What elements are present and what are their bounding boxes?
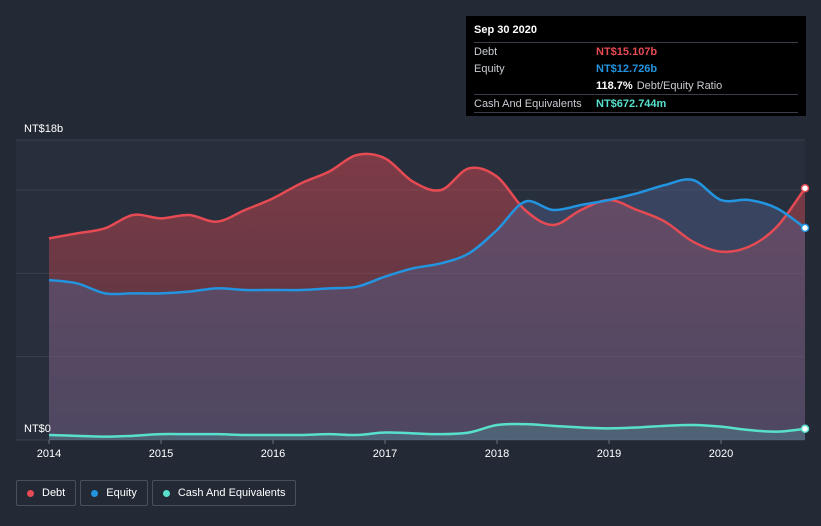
tooltip-row-debt: Debt NT$15.107b [474, 42, 798, 60]
debt-end-marker [800, 183, 810, 193]
x-tick-label-2020: 2020 [709, 448, 733, 460]
legend-item-debt[interactable]: Debt [16, 480, 77, 506]
debt-line [48, 152, 807, 254]
legend-cash-label: Cash And Equivalents [177, 487, 286, 499]
tooltip-equity-value: NT$12.726b [596, 62, 658, 75]
tooltip-cash-value: NT$672.744m [596, 97, 667, 110]
tooltip-date: Sep 30 2020 [474, 24, 537, 36]
tooltip-debt-value: NT$15.107b [596, 45, 658, 58]
x-tick-label-2019: 2019 [597, 448, 621, 460]
tooltip-cash-label: Cash And Equivalents [474, 97, 582, 110]
tooltip-row-cash: Cash And Equivalents NT$672.744m [474, 95, 798, 113]
x-tick-label-2017: 2017 [373, 448, 397, 460]
legend-equity-label: Equity [106, 487, 137, 499]
equity-dot-icon [91, 489, 99, 497]
legend-item-cash[interactable]: Cash And Equivalents [151, 480, 297, 506]
legend-item-equity[interactable]: Equity [80, 480, 148, 506]
tooltip-ratio-value: 118.7% [596, 79, 633, 92]
x-axis-ticks: 2014 2015 2016 2017 2018 2019 2020 [37, 440, 733, 460]
x-tick-label-2018: 2018 [485, 448, 509, 460]
series-end-markers [800, 183, 810, 434]
tooltip-row-equity: Equity NT$12.726b [474, 60, 798, 77]
tooltip-equity-label: Equity [474, 62, 505, 75]
tooltip-panel: Sep 30 2020 Debt NT$15.107b Equity NT$12… [466, 16, 806, 116]
x-tick-label-2016: 2016 [261, 448, 285, 460]
cash-line [48, 422, 806, 438]
x-tick-label-2014: 2014 [37, 448, 61, 460]
legend: Debt Equity Cash And Equivalents [16, 480, 297, 506]
equity-line [48, 178, 806, 296]
legend-debt-label: Debt [42, 487, 66, 499]
tooltip-ratio-label: Debt/Equity Ratio [636, 79, 723, 92]
tooltip-debt-label: Debt [474, 45, 498, 58]
cash-dot-icon [162, 489, 170, 497]
y-axis-label-top: NT$18b [24, 123, 63, 135]
x-tick-label-2015: 2015 [149, 448, 173, 460]
debt-area [49, 153, 805, 440]
tooltip-row-ratio: 118.7% Debt/Equity Ratio [474, 77, 798, 95]
equity-area [49, 179, 805, 441]
series-lines [48, 152, 807, 438]
cash-end-marker [800, 424, 810, 434]
y-axis-label-bottom: NT$0 [24, 423, 51, 435]
equity-end-marker [800, 223, 810, 233]
debt-dot-icon [27, 489, 34, 497]
